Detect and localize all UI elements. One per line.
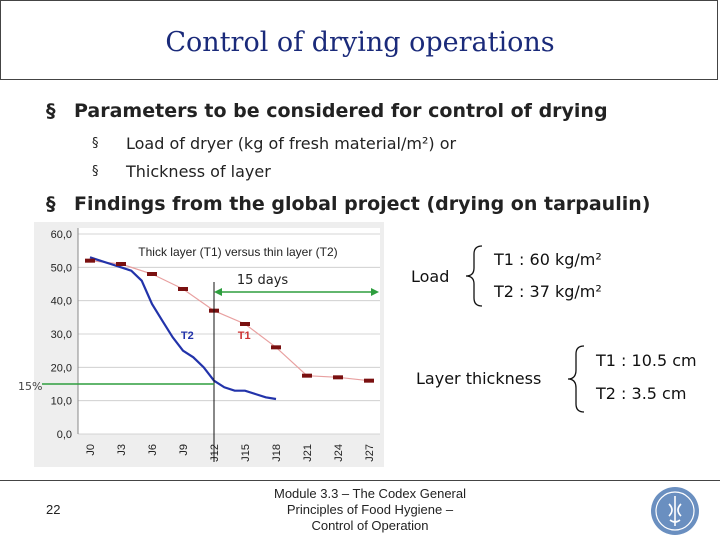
x-tick-label: J15 <box>240 444 252 462</box>
series-line-t2 <box>89 256 277 401</box>
t1-load: T1 : 60 kg/m² <box>494 250 602 269</box>
subbullet-text: Load of dryer (kg of fresh material/m²) … <box>126 134 457 153</box>
data-point-t1 <box>116 262 126 266</box>
x-tick-label: J27 <box>364 444 376 462</box>
drying-chart: 0,0 10,0 20,0 30,0 40,0 50,0 60,0 J0 J3 J6 J9 J12 J… <box>34 222 384 467</box>
series-line-t1 <box>89 260 370 382</box>
x-tick-label: J18 <box>271 444 283 462</box>
x-tick-label: J9 <box>178 444 190 456</box>
bullet-text: Parameters to be considered for control … <box>74 100 608 122</box>
t1-layer: T1 : 10.5 cm <box>596 351 697 370</box>
load-label: Load <box>411 267 450 286</box>
x-tick-label: J24 <box>333 444 345 462</box>
footer-line-2: Principles of Food Hygiene – <box>286 502 454 517</box>
y-tick-label: 60,0 <box>51 229 72 241</box>
plot-area <box>78 228 380 434</box>
footer-line-3: Control of Operation <box>311 518 429 533</box>
data-point-t1 <box>178 287 188 291</box>
x-tick-label: J6 <box>147 444 159 456</box>
x-tick-label: J12 <box>209 444 221 462</box>
load-brace-icon <box>465 245 483 307</box>
y-tick-label: 30,0 <box>51 329 72 341</box>
y-tick-label: 40,0 <box>51 296 72 308</box>
arrow-head-left-icon <box>214 288 222 296</box>
footer-line-1: Module 3.3 – The Codex General <box>274 486 466 501</box>
series-label-t2: T2 <box>181 330 194 342</box>
slide-number: 22 <box>46 502 61 517</box>
x-tick-label: J3 <box>116 444 128 456</box>
y-tick-label: 20,0 <box>51 362 72 374</box>
t2-load: T2 : 37 kg/m² <box>494 282 602 301</box>
percent-label: 15% <box>18 380 43 393</box>
data-point-t1 <box>333 375 343 380</box>
layer-brace-icon <box>567 345 585 413</box>
data-point-t1 <box>85 258 95 263</box>
t2-layer: T2 : 3.5 cm <box>596 384 687 403</box>
bullet-mark: § <box>46 193 56 215</box>
chart-title: Thick layer (T1) versus thin layer (T2) <box>138 245 337 259</box>
footer <box>0 480 720 541</box>
layer-thickness-label: Layer thickness <box>416 369 542 388</box>
arrow-head-right-icon <box>371 288 379 296</box>
data-point-t1 <box>302 373 312 378</box>
y-tick-label: 50,0 <box>51 262 72 274</box>
slide-title: Control of drying operations <box>165 27 555 58</box>
y-tick-label: 0,0 <box>57 429 72 441</box>
series-label-t1: T1 <box>238 330 251 342</box>
data-point-t1 <box>240 322 250 326</box>
data-point-t1 <box>147 272 157 276</box>
bullet-mark: § <box>92 164 99 179</box>
data-point-t1 <box>271 345 281 350</box>
y-tick-label: 10,0 <box>51 396 72 408</box>
bullet-text: Findings from the global project (drying… <box>74 193 651 215</box>
x-tick-label: J0 <box>85 444 97 456</box>
bullet-mark: § <box>92 136 99 151</box>
days-label: 15 days <box>237 273 289 288</box>
subbullet-text: Thickness of layer <box>126 162 271 181</box>
fao-logo-icon <box>651 487 699 535</box>
footer-text: Module 3.3 – The Codex General Principle… <box>240 486 500 534</box>
bullet-mark: § <box>46 100 56 122</box>
title-box: Control of drying operations <box>0 0 718 80</box>
data-point-t1 <box>364 378 374 383</box>
x-tick-label: J21 <box>302 444 314 462</box>
